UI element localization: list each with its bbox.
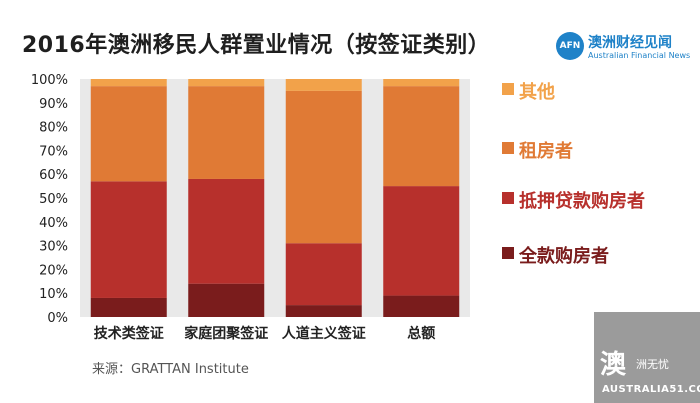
legend-swatch (502, 192, 514, 204)
bars (80, 79, 470, 317)
corner-watermark-logo (594, 312, 700, 403)
x-axis: 技术类签证 家庭团聚签证 人道主义签证 总额 (94, 325, 436, 342)
bar-segment (285, 90, 362, 244)
y-tick-label: 100% (31, 73, 68, 88)
brand-subtitle: Australian Financial News (588, 51, 691, 60)
legend-label: 其他 (519, 82, 555, 103)
bar-segment (188, 86, 265, 179)
x-tick-label: 技术类签证 (94, 325, 164, 342)
x-tick-label: 总额 (407, 325, 435, 342)
x-tick-label: 家庭团聚签证 (184, 325, 268, 342)
legend-swatch (502, 83, 514, 95)
bar-segment (383, 186, 460, 296)
bar-segment (188, 178, 265, 284)
legend-label: 抵押贷款购房者 (519, 191, 645, 212)
y-tick-label: 80% (39, 121, 68, 136)
bar-segment (383, 295, 460, 317)
bar-segment (285, 243, 362, 306)
y-tick-label: 50% (39, 192, 68, 207)
legend-swatch (502, 247, 514, 259)
bar-segment (188, 283, 265, 317)
source-note: 来源：GRATTAN Institute (92, 362, 249, 377)
legend-label: 租房者 (519, 141, 573, 162)
legend-swatch (502, 142, 514, 154)
y-tick-label: 70% (39, 144, 68, 159)
afn-badge-icon: AFN (556, 32, 584, 60)
y-tick-label: 30% (39, 240, 68, 255)
chart-title: 2016年澳洲移民人群置业情况（按签证类别） (22, 33, 491, 58)
bar-segment (285, 79, 362, 91)
bar-segment (383, 79, 460, 87)
legend-label: 全款购房者 (519, 246, 609, 267)
corner-logo-main-text: 澳 (600, 350, 627, 380)
brand-name: 澳洲财经见闻 (588, 35, 672, 51)
y-tick-label: 60% (39, 168, 68, 183)
y-tick-label: 40% (39, 216, 68, 231)
bar-segment (383, 86, 460, 187)
y-tick-label: 20% (39, 263, 68, 278)
corner-logo-url: AUSTRALIA51.COM (602, 384, 700, 395)
bar-segment (188, 79, 265, 87)
bar-segment (90, 86, 167, 182)
bar-segment (90, 181, 167, 298)
x-tick-label: 人道主义签证 (282, 325, 366, 342)
y-axis: 0% 10% 20% 30% 40% 50% 60% 70% 80% 90% 100% (31, 73, 68, 326)
bar-segment (90, 297, 167, 317)
bar-segment (90, 79, 167, 87)
y-tick-label: 10% (39, 287, 68, 302)
y-tick-label: 0% (47, 311, 68, 326)
brand-logo: AFN 澳洲财经见闻 Australian Financial News (556, 30, 696, 66)
bar-segment (285, 305, 362, 317)
corner-logo-cn-text: 洲无忧 (636, 358, 669, 371)
y-tick-label: 90% (39, 97, 68, 112)
